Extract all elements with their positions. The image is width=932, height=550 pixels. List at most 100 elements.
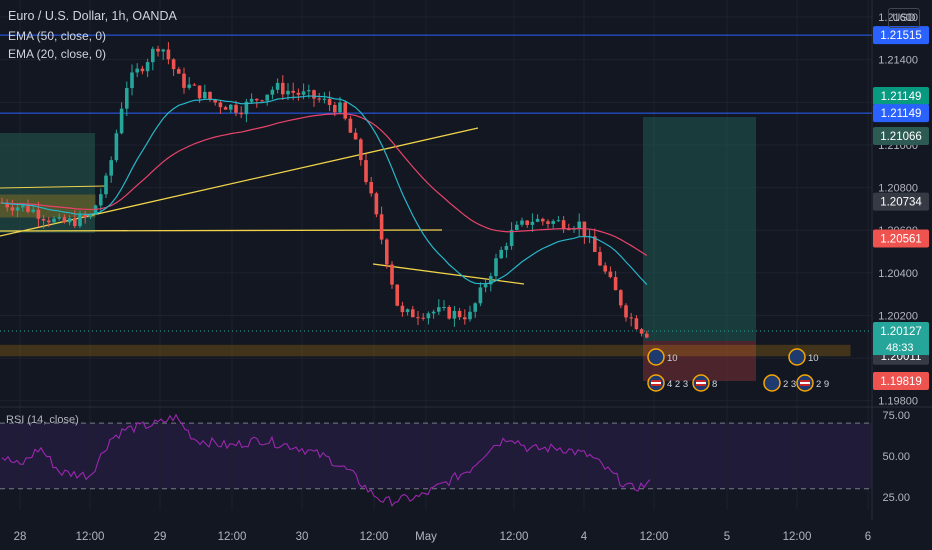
candle-body (515, 224, 519, 231)
candle-body (255, 98, 259, 101)
candle-body (619, 290, 623, 306)
candle-body (73, 218, 77, 227)
price-tick-label: 1.20800 (878, 183, 918, 195)
candle-body (218, 102, 223, 108)
price-badge-label: 1.20127 (880, 326, 922, 338)
time-tick-label: 28 (14, 531, 27, 543)
candle-body (203, 91, 207, 99)
candle-body (327, 98, 332, 105)
candle-body (208, 91, 212, 100)
event-eu-star-icon (647, 348, 665, 366)
currency-selector[interactable]: USD (888, 8, 920, 28)
flag-stripe (696, 382, 706, 384)
time-tick-label: 12:00 (500, 531, 529, 543)
price-badge-label: 1.20561 (880, 234, 922, 246)
candle-body (442, 306, 446, 308)
candle-body (421, 317, 425, 319)
candle-body (541, 218, 545, 222)
time-tick-label: May (415, 531, 437, 543)
candle-body (135, 68, 139, 73)
candle-body (535, 218, 540, 222)
candle-body (177, 69, 181, 74)
candle-body (478, 287, 483, 304)
candle-body (41, 218, 46, 221)
ema50-legend[interactable]: EMA (50, close, 0) (8, 29, 107, 43)
candle-body (546, 221, 550, 224)
rsi-legend[interactable]: RSI (14, close) (6, 414, 79, 426)
candle-body (119, 108, 124, 134)
price-badges: 1.21515 1.21149 1.21149 1.21066 1.20734 1.205… (873, 26, 929, 390)
price-tick-label: 1.19800 (878, 396, 918, 408)
ema20-line (1, 95, 648, 285)
candle-body (161, 49, 165, 52)
candles (0, 42, 649, 339)
candle-body (556, 220, 561, 222)
candle-body (307, 90, 311, 92)
time-tick-label: 6 (865, 531, 871, 543)
candle-body (416, 317, 420, 319)
candle-body (333, 104, 337, 113)
candle-body (99, 194, 103, 206)
candle-body (83, 214, 87, 218)
candle-body (598, 251, 602, 266)
candle-body (265, 94, 269, 101)
candle-body (437, 307, 441, 312)
candle-body (525, 220, 529, 225)
candle-body (275, 82, 280, 90)
candle-body (463, 317, 467, 320)
rsi-tick-label: 75.00 (882, 410, 910, 422)
candle-body (57, 217, 61, 219)
candle-body (504, 245, 509, 250)
candle-body (624, 305, 628, 318)
candle-body (187, 84, 191, 88)
candle-body (379, 214, 384, 240)
candle-body (530, 221, 535, 225)
candle-body (36, 209, 41, 219)
candle-body (629, 317, 633, 319)
candle-body (125, 88, 129, 109)
rsi-tick-label: 25.00 (882, 492, 910, 504)
countdown-label: 48:33 (886, 342, 914, 354)
candle-body (114, 133, 119, 161)
price-badge (873, 322, 929, 341)
chart-title: Euro / U.S. Dollar, 1h, OANDA (8, 9, 177, 23)
candle-body (78, 214, 82, 227)
candle-body (5, 203, 9, 208)
candle-body (348, 118, 353, 133)
price-badge-label: 1.21149 (881, 108, 922, 120)
event-eu-star-icon (763, 374, 781, 392)
candle-body (473, 303, 477, 312)
time-tick-label: 12:00 (76, 531, 105, 543)
candle-body (156, 48, 160, 52)
event-count: 8 (712, 379, 717, 390)
candle-body (603, 265, 607, 272)
time-tick-label: 12:00 (218, 531, 247, 543)
candle-body (234, 104, 238, 113)
candle-body (343, 102, 347, 119)
candle-body (171, 59, 176, 70)
price-badge-label: 1.21066 (880, 131, 922, 143)
candle-body (182, 73, 186, 88)
candle-body (489, 276, 493, 285)
candle-body (223, 107, 228, 110)
candle-body (395, 284, 399, 306)
candle-body (645, 333, 649, 338)
candle-body (400, 305, 405, 313)
ema50-line (1, 112, 648, 257)
ema20-legend[interactable]: EMA (20, close, 0) (8, 47, 107, 61)
price-tick-label: 1.21400 (878, 55, 918, 67)
candle-body (385, 239, 389, 265)
price-badge (873, 192, 929, 211)
candle-body (291, 90, 295, 93)
price-tick-label: 1.20400 (878, 268, 918, 280)
price-tick-label: 1.20200 (878, 310, 918, 322)
flag-stripe (651, 382, 661, 384)
candle-body (374, 193, 379, 215)
candle-body (151, 48, 155, 63)
candle-body (249, 98, 254, 102)
countdown-badge (873, 339, 929, 356)
candle-body (192, 84, 197, 86)
